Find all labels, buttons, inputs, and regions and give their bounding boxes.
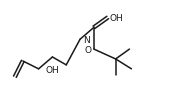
Text: O: O — [85, 45, 92, 54]
Text: OH: OH — [110, 14, 124, 23]
Text: OH: OH — [45, 65, 59, 74]
Text: N: N — [83, 35, 90, 44]
